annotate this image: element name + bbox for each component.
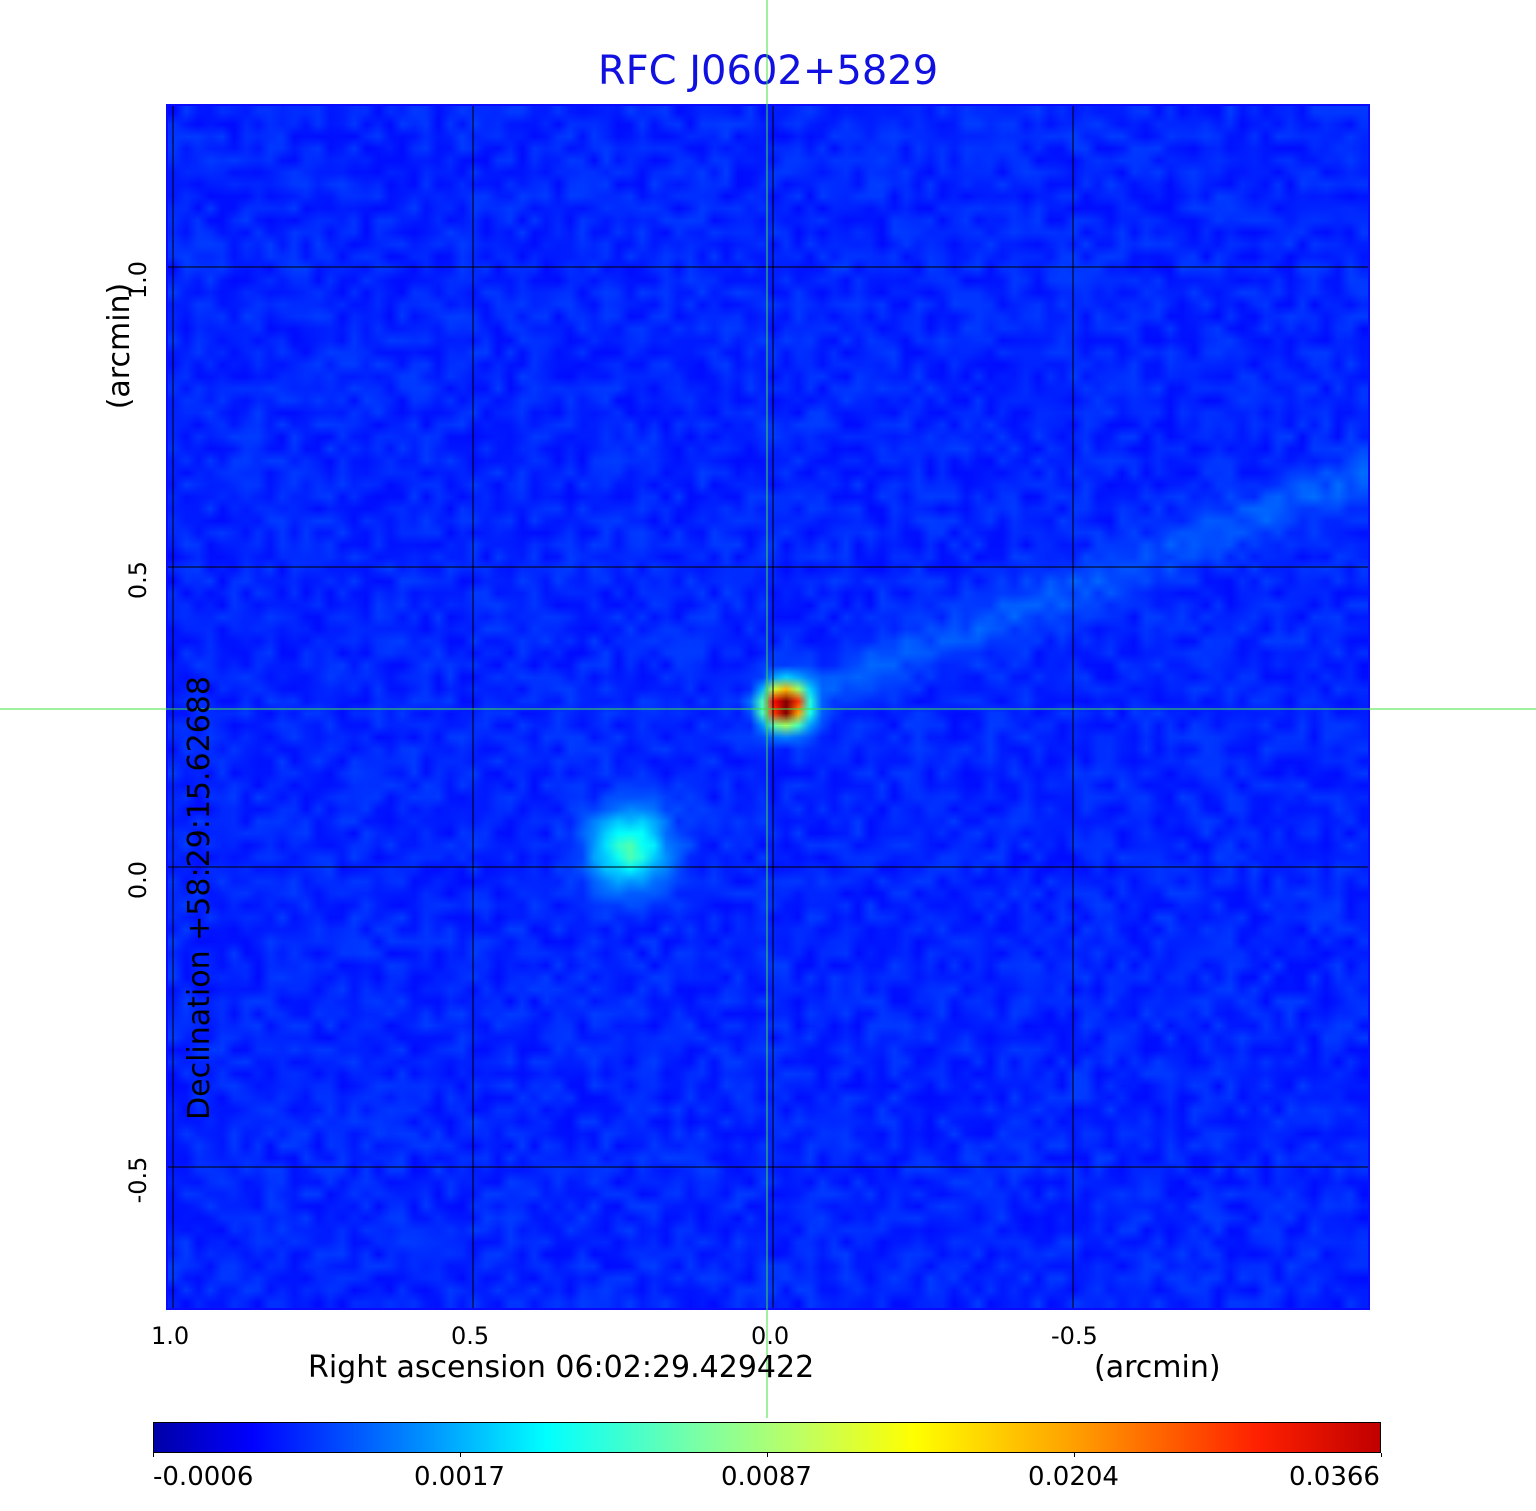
colorbar-tick-label: 0.0204 [1028, 1462, 1119, 1492]
colorbar-tick-label: 0.0087 [721, 1462, 812, 1492]
y-tick-label: -0.5 [124, 1156, 152, 1204]
heatmap-image [168, 106, 1368, 1308]
colorbar-tick-label: 0.0017 [414, 1462, 505, 1492]
x-axis-unit: (arcmin) [1094, 1350, 1221, 1385]
colorbar-tick-mark [1074, 1453, 1075, 1457]
x-axis-label: Right ascension 06:02:29.429422 [308, 1350, 815, 1385]
x-tick-label: 1.0 [151, 1322, 190, 1350]
x-tick-label: 0.0 [751, 1322, 790, 1350]
x-tick-label: 0.5 [451, 1322, 490, 1350]
image-map[interactable] [166, 104, 1370, 1310]
colorbar-tick-mark [153, 1453, 154, 1457]
y-tick-label: 0.0 [124, 860, 152, 900]
colorbar-tick-mark [767, 1453, 768, 1457]
colorbar-tick-mark [1381, 1453, 1382, 1457]
chart-title: RFC J0602+5829 [597, 48, 939, 94]
colorbar-tick-label: 0.0366 [1289, 1462, 1380, 1492]
y-tick-label: 1.0 [124, 260, 152, 300]
colorbar-tick-mark [460, 1453, 461, 1457]
colorbar [153, 1422, 1381, 1453]
x-tick-label: -0.5 [1051, 1322, 1098, 1350]
y-axis-label: Declination +58:29:15.62688 [182, 676, 217, 1120]
y-tick-label: 0.5 [124, 560, 152, 600]
colorbar-tick-label: -0.0006 [153, 1462, 254, 1492]
